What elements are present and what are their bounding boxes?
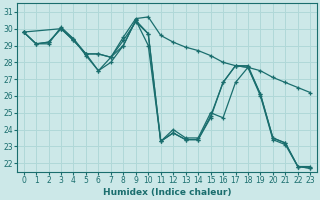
X-axis label: Humidex (Indice chaleur): Humidex (Indice chaleur) xyxy=(103,188,231,197)
